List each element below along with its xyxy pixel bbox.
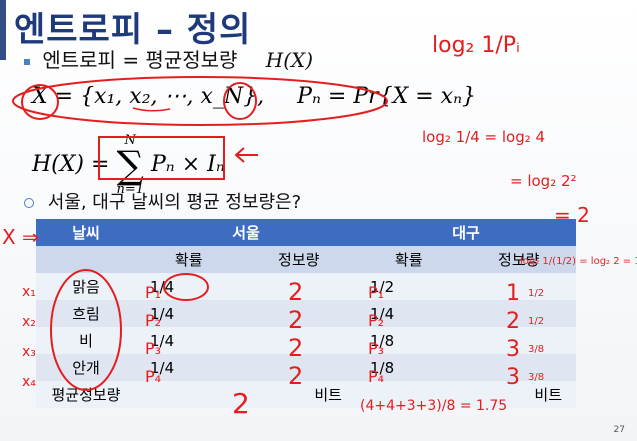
ink-calc: log₂ 1/(1/2) = log₂ 2 = 1	[520, 256, 637, 267]
ink-underline-set	[132, 107, 171, 112]
ink-daegu-info: 3	[506, 337, 520, 362]
ink-box-sum	[98, 136, 225, 180]
subheader-daegu-prob: 확률	[355, 246, 462, 273]
ink-x-arrow: X ⇒	[2, 225, 39, 249]
formula-lhs: H(X) =	[32, 152, 110, 177]
subheader-daegu-info: 정보량	[461, 246, 576, 273]
ink-daegu-info: 3	[506, 365, 520, 390]
daegu-prob-cell: 1/2	[355, 273, 462, 300]
seoul-prob-cell: 1/4	[136, 327, 242, 354]
ink-seoul-info: 2	[288, 362, 303, 390]
question-text: 서울, 대구 날씨의 평균 정보량은?	[47, 192, 302, 213]
ink-loop-definition	[12, 76, 388, 126]
ink-p-label: P₂	[368, 311, 384, 330]
ink-daegu-average: (4+4+3+3)/8 = 1.75	[360, 398, 507, 414]
ink-loop-weather	[50, 269, 122, 391]
daegu-prob-cell: 1/4	[355, 300, 462, 327]
page-number: 27	[613, 425, 625, 435]
entropy-formula: H(X) = N ∑ n=1 Pₙ × Iₙ	[32, 134, 225, 196]
footer-daegu-unit: 비트	[355, 381, 576, 408]
seoul-info-cell	[241, 354, 356, 381]
weather-table: 날씨 서울 대구 확률 정보량 확률 정보량 맑음 1/4 1/2 흐림	[36, 219, 576, 408]
ink-row-label: x₄	[22, 374, 36, 390]
bullet-circle-icon	[24, 198, 34, 208]
ink-calc: log₂ 1/4 = log₂ 4	[422, 128, 545, 146]
definition-text: 엔트로피 = 평균정보량	[42, 48, 238, 72]
ink-daegu-weighted: 1/2	[528, 288, 544, 299]
weather-cell: 맑음	[36, 273, 136, 300]
ink-circle-x	[21, 84, 59, 120]
sum-symbol: N ∑ n=1	[116, 134, 144, 196]
title-accent-bar	[0, 0, 6, 60]
ink-daegu-weighted: 3/8	[528, 372, 544, 383]
weather-cell: 안개	[36, 354, 136, 381]
subheader-seoul-prob: 확률	[136, 246, 242, 273]
daegu-info-cell	[461, 273, 576, 300]
daegu-info-cell	[461, 300, 576, 327]
ink-row-label: x₃	[22, 344, 36, 360]
set-definition-line: X = {x₁, x₂, ⋯, x_N}, Pₙ = Pr{X = xₙ}	[32, 84, 476, 109]
table-subheader-row: 확률 정보량 확률 정보량	[36, 246, 576, 273]
ink-daegu-weighted: 1/2	[528, 316, 544, 327]
definition-math: H(X)	[265, 48, 314, 72]
sum-top: N	[124, 133, 136, 148]
table-row: 안개 1/4 1/8	[36, 354, 576, 381]
table-header-row: 날씨 서울 대구	[36, 219, 576, 246]
ink-row-label: x₁	[22, 284, 36, 300]
ink-circle-prob	[163, 273, 209, 301]
ink-seoul-info: 2	[288, 278, 303, 306]
table-row: 맑음 1/4 1/2	[36, 273, 576, 300]
table-footer-row: 평균정보량 비트 비트	[36, 381, 576, 408]
footer-seoul-unit: 비트	[136, 381, 356, 408]
header-weather: 날씨	[36, 219, 136, 246]
ink-p-label: P₄	[368, 367, 384, 386]
seoul-info-cell	[241, 300, 356, 327]
sum-bottom: n=1	[116, 182, 144, 197]
seoul-info-cell	[241, 273, 356, 300]
daegu-prob-cell: 1/8	[355, 327, 462, 354]
header-daegu: 대구	[355, 219, 576, 246]
ink-seoul-info: 2	[288, 334, 303, 362]
prob-definition: Pₙ = Pr{X = xₙ}	[297, 84, 476, 109]
slide-title: 엔트로피 – 정의	[14, 10, 252, 50]
daegu-info-cell	[461, 354, 576, 381]
ink-row-label: x₂	[22, 314, 36, 330]
seoul-info-cell	[241, 327, 356, 354]
daegu-prob-cell: 1/8	[355, 354, 462, 381]
ink-p-label: P₁	[145, 283, 161, 302]
ink-seoul-info: 2	[288, 306, 303, 334]
seoul-prob-cell: 1/4	[136, 273, 242, 300]
ink-p-label: P₃	[368, 339, 384, 358]
ink-p-label: P₂	[145, 311, 161, 330]
ink-daegu-info: 2	[506, 309, 520, 334]
ink-arrow-sum	[234, 147, 258, 163]
definition-line: 엔트로피 = 평균정보량 H(X)	[24, 44, 313, 73]
header-seoul: 서울	[136, 219, 356, 246]
ink-daegu-weighted: 3/8	[528, 344, 544, 355]
bullet-square-icon	[24, 58, 30, 65]
ink-daegu-info: 1	[506, 281, 520, 306]
ink-calc: = log₂ 2²	[510, 172, 577, 190]
ink-p-label: P₃	[145, 339, 161, 358]
table-row: 비 1/4 1/8	[36, 327, 576, 354]
footer-label: 평균정보량	[36, 381, 136, 408]
ink-p-label: P₁	[368, 283, 384, 302]
ink-p-label: P₄	[145, 367, 161, 386]
subheader-seoul-info: 정보량	[241, 246, 356, 273]
question-line: 서울, 대구 날씨의 평균 정보량은?	[24, 188, 301, 214]
ink-circle-pn	[223, 82, 257, 120]
seoul-prob-cell: 1/4	[136, 300, 242, 327]
ink-calc: = 2	[554, 203, 590, 227]
sigma-icon: ∑	[116, 143, 144, 187]
daegu-info-cell	[461, 327, 576, 354]
subheader-empty	[36, 246, 136, 273]
sum-term: Pₙ × Iₙ	[151, 152, 225, 177]
ink-seoul-average: 2	[232, 387, 250, 420]
seoul-prob-cell: 1/4	[136, 354, 242, 381]
ink-log-note: log₂ 1/Pᵢ	[432, 33, 520, 58]
